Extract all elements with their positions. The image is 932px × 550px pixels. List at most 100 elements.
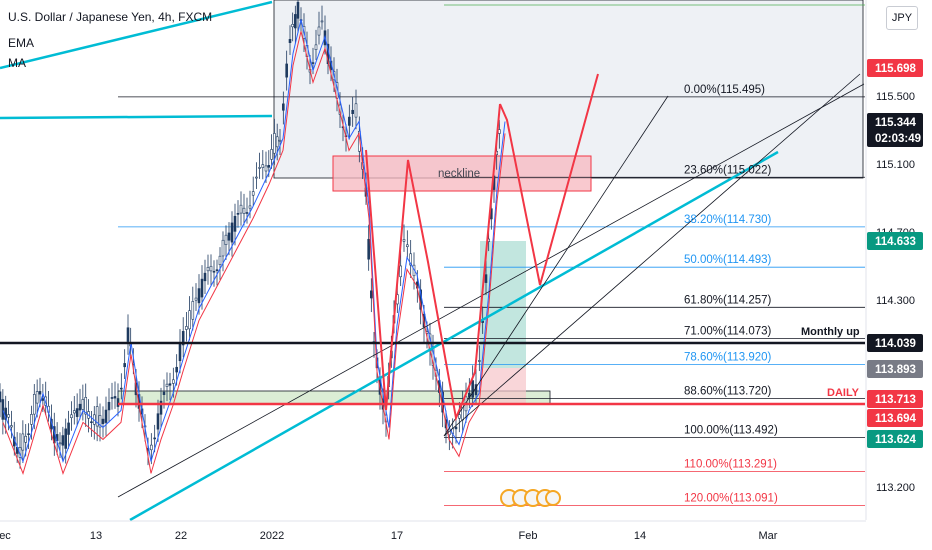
time-axis-ticks: ec 13 22 2022 17 Feb 14 Mar [0,530,778,542]
time-tick-label: 22 [175,530,187,542]
candle-body [484,274,488,283]
candle-body [1,399,5,420]
time-tick-label: 17 [391,530,403,542]
neckline-zone [332,155,592,192]
price-tag [867,232,923,250]
candle-body [367,238,370,260]
candle-body [239,204,243,214]
fib-label: 0.00%(115.495) [684,84,765,96]
candle-body [282,103,285,111]
candle-body [221,239,225,257]
fib-label: 50.00%(114.493) [684,254,772,266]
candle-body [78,403,82,411]
candle-body [120,387,123,390]
us-flag-event-icon-5 [545,490,561,506]
cyan-trend-lower [129,150,779,522]
candle-body [474,384,478,396]
candle-body [209,265,213,272]
candle-body [58,442,62,445]
fib-label: 100.00%(113.492) [684,424,778,436]
ma-line [2,31,506,475]
candle-body [478,360,481,362]
candle-body [206,266,210,272]
m-pattern-left [365,103,501,422]
fib-label: 88.60%(113.720) [684,386,772,398]
candle-body [242,207,246,214]
candle-body [317,26,321,36]
candle-body [255,176,258,179]
candle-body [35,391,39,404]
ema-indicator-label[interactable]: EMA [8,36,35,50]
candle-body [218,255,222,265]
candle-body [175,366,178,373]
candle-body [107,401,111,411]
time-tick-label: Feb [519,530,538,542]
price-tag [867,430,923,448]
zones-layer [117,0,864,405]
candle-body [248,205,252,209]
event-icons[interactable] [500,489,561,507]
candle-body [10,425,13,428]
fib-label: 120.00%(113.091) [684,493,778,505]
candle-body [370,290,373,299]
candle-body [212,270,216,273]
fib-label: 71.00%(114.073) [684,326,772,338]
price-tag-value: 115.698 [875,63,917,75]
candle-body [273,133,276,154]
candle-body [90,421,93,424]
price-tag-value: 113.893 [875,364,916,376]
candle-body [354,103,358,118]
price-tag-value: 114.633 [875,236,916,248]
price-tick-label: 115.100 [876,159,915,171]
bar-countdown: 02:03:49 [875,133,921,145]
candle-body [162,391,166,395]
candle-body [84,397,88,415]
black-trend-2 [443,73,861,437]
candle-body [81,399,85,410]
candle-body [203,272,207,282]
candle-body [251,191,255,196]
candle-body [264,165,268,172]
cyan-trend-upper [0,0,273,70]
fib-label: 61.80%(114.257) [684,294,772,306]
candle-body [153,437,156,440]
price-tag-value: 113.624 [875,434,917,446]
candle-body [21,433,25,451]
candle-body [227,232,231,241]
time-tick-label: 13 [90,530,102,542]
candle-body [406,244,409,247]
monthly-up-label: Monthly up [801,326,860,338]
candle-body [275,136,279,148]
candle-body [70,414,73,419]
candle-body [245,212,249,214]
ma-indicator-label[interactable]: MA [8,56,26,70]
price-tags-layer: 115.698 115.344 02:03:49 114.633 114.039 113.… [867,59,923,448]
candle-body [156,413,160,430]
time-tick-label: ec [0,530,11,542]
price-tick-label: 115.500 [876,91,915,103]
candle-body [159,400,163,415]
candle-body [294,14,297,29]
candle-body [191,301,195,320]
candle-body [267,164,271,168]
fib-labels-layer: 0.00%(115.495) 23.60%(115.022) 38.20%(114.… [684,84,778,505]
candle-body [188,310,191,330]
time-tick-label: Mar [759,530,778,542]
candle-body [261,164,265,168]
candle-body [126,327,130,342]
candle-body [348,116,351,126]
candle-body [236,212,240,215]
candle-body [172,379,175,384]
black-trend-1 [117,83,865,498]
fib-anchor-line [443,95,669,437]
candle-body [471,380,474,398]
time-axis-bg [0,521,932,550]
daily-label: DAILY [827,387,860,399]
candle-body [200,278,204,298]
currency-button[interactable]: JPY [886,6,918,30]
candle-body [0,391,2,403]
price-tag [867,409,923,427]
price-tag-value: 114.039 [875,338,916,350]
candle-body [285,63,288,78]
